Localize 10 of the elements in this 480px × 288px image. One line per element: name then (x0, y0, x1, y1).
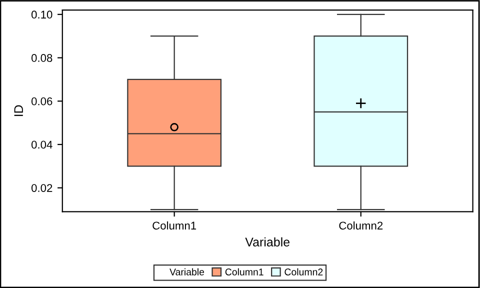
legend-label: Column2 (284, 268, 323, 276)
y-axis-title: ID (14, 105, 23, 116)
y-tick-label: 0.06 (31, 97, 52, 106)
legend-label: Column1 (225, 268, 264, 276)
y-tick-label: 0.10 (31, 10, 52, 19)
y-tick-label: 0.04 (31, 140, 52, 149)
y-tick-label: 0.02 (31, 184, 52, 192)
y-tick-label: 0.08 (31, 54, 52, 62)
legend-title: Variable (170, 268, 204, 276)
x-axis-title: Variable (245, 237, 290, 246)
